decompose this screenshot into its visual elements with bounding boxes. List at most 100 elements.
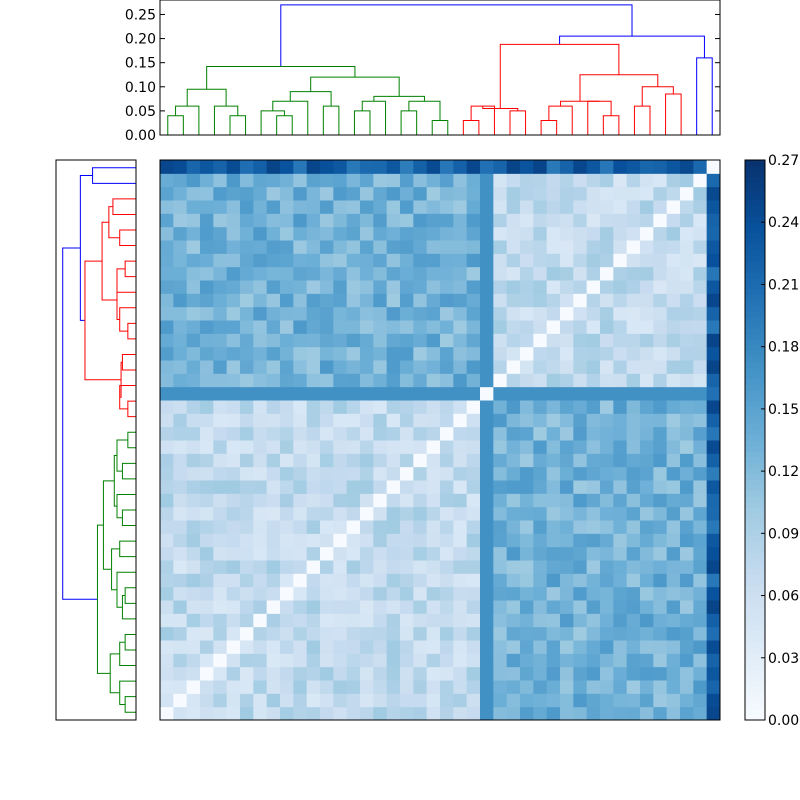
- heatmap-cell: [386, 306, 401, 321]
- heatmap-cell: [320, 653, 334, 668]
- heatmap-cell: [280, 253, 294, 268]
- heatmap-cell: [240, 280, 254, 294]
- dendrogram-link: [119, 385, 136, 410]
- heatmap-cell: [360, 466, 374, 481]
- heatmap-cell: [506, 253, 521, 268]
- heatmap-cell: [186, 386, 201, 401]
- heatmap-cell: [186, 653, 201, 668]
- heatmap-cell: [413, 213, 428, 228]
- heatmap-cell: [586, 293, 601, 308]
- heatmap-cell: [266, 253, 281, 268]
- heatmap-cell: [480, 386, 494, 401]
- heatmap-cell: [706, 706, 721, 721]
- heatmap-cell: [493, 493, 508, 508]
- heatmap-cell: [653, 373, 668, 388]
- heatmap-cell: [173, 360, 188, 374]
- heatmap-cell: [520, 706, 534, 721]
- heatmap-cell: [573, 613, 588, 628]
- heatmap-cell: [440, 400, 454, 414]
- heatmap-cell: [613, 586, 628, 601]
- heatmap-cell: [506, 160, 521, 174]
- heatmap-cell: [560, 186, 574, 201]
- heatmap-cell: [600, 360, 614, 374]
- heatmap-cell: [613, 266, 628, 281]
- heatmap-cell: [306, 640, 321, 654]
- heatmap-cell: [320, 520, 334, 534]
- heatmap-cell: [373, 533, 388, 548]
- heatmap-cell: [693, 560, 708, 574]
- heatmap-cell: [186, 373, 201, 388]
- heatmap-cell: [226, 266, 241, 281]
- heatmap-cell: [373, 626, 388, 641]
- colorbar-segment: [745, 473, 765, 480]
- dendrogram-link: [229, 115, 247, 135]
- heatmap-cell: [640, 613, 654, 628]
- heatmap-cell: [600, 240, 614, 254]
- heatmap-cell: [213, 640, 228, 654]
- heatmap-cell: [453, 706, 468, 721]
- heatmap-cell: [160, 680, 174, 694]
- heatmap-cell: [706, 640, 721, 654]
- heatmap-cell: [240, 200, 254, 214]
- colorbar-segment: [745, 546, 765, 553]
- heatmap-cell: [466, 333, 481, 348]
- heatmap-cell: [186, 240, 201, 254]
- heatmap-cell: [226, 373, 241, 388]
- heatmap-cell: [320, 346, 334, 361]
- heatmap-cell: [400, 613, 414, 628]
- heatmap-cell: [640, 706, 654, 721]
- heatmap-cell: [426, 186, 441, 201]
- heatmap-cell: [226, 386, 241, 401]
- heatmap-cell: [333, 426, 348, 441]
- heatmap-cell: [626, 586, 641, 601]
- heatmap-cell: [666, 346, 681, 361]
- heatmap-cell: [386, 293, 401, 308]
- heatmap-cell: [466, 400, 481, 414]
- heatmap-cell: [413, 320, 428, 334]
- dendrogram-link: [119, 680, 136, 705]
- colorbar-tick-label: 0.00: [768, 713, 799, 729]
- heatmap-cell: [320, 320, 334, 334]
- heatmap-cell: [386, 653, 401, 668]
- colorbar-tick-label: 0.03: [768, 651, 799, 667]
- heatmap-cell: [560, 226, 574, 241]
- heatmap-cell: [693, 626, 708, 641]
- heatmap-cell: [186, 360, 201, 374]
- heatmap-cell: [493, 480, 508, 494]
- heatmap-cell: [653, 213, 668, 228]
- heatmap-cell: [306, 693, 321, 708]
- heatmap-cell: [666, 400, 681, 414]
- heatmap-cell: [466, 240, 481, 254]
- heatmap-cell: [613, 453, 628, 468]
- heatmap-cell: [693, 280, 708, 294]
- heatmap-cell: [640, 346, 654, 361]
- heatmap-cell: [640, 453, 654, 468]
- heatmap-cell: [693, 240, 708, 254]
- heatmap-cell: [360, 346, 374, 361]
- heatmap-cell: [226, 653, 241, 668]
- heatmap-cell: [573, 453, 588, 468]
- heatmap-cell: [186, 466, 201, 481]
- heatmap-cell: [413, 573, 428, 588]
- heatmap-cell: [693, 400, 708, 414]
- heatmap-cell: [586, 426, 601, 441]
- heatmap-cell: [653, 693, 668, 708]
- heatmap-cell: [613, 306, 628, 321]
- heatmap-cell: [626, 346, 641, 361]
- heatmap-cell: [533, 346, 548, 361]
- heatmap-cell: [626, 680, 641, 694]
- heatmap-cell: [533, 626, 548, 641]
- heatmap-cell: [453, 426, 468, 441]
- heatmap-cell: [200, 173, 214, 188]
- heatmap-cell: [373, 600, 388, 614]
- heatmap-cell: [666, 560, 681, 574]
- heatmap-cell: [453, 520, 468, 534]
- heatmap-cell: [586, 666, 601, 681]
- heatmap-cell: [466, 560, 481, 574]
- heatmap-cell: [626, 493, 641, 508]
- colorbar-segment: [745, 199, 765, 206]
- heatmap-cell: [693, 493, 708, 508]
- heatmap-cell: [373, 186, 388, 201]
- heatmap-cell: [306, 493, 321, 508]
- heatmap-cell: [493, 560, 508, 574]
